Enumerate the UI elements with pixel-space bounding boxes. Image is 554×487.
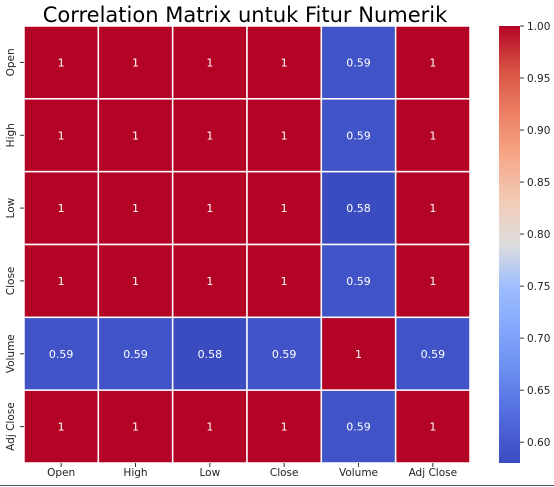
cell-value-label: 1 (132, 129, 139, 142)
y-tick-label: Adj Close (5, 402, 17, 451)
heatmap-cell (23, 243, 100, 319)
y-tick-label: High (5, 123, 17, 147)
cell-value-label: 0.59 (346, 129, 371, 142)
cell-value-label: 1 (429, 202, 436, 215)
x-axis: Open High Low Close Volume Adj Close (47, 463, 457, 479)
heatmap-cell (320, 170, 397, 246)
cell-value-label: 1 (281, 56, 288, 69)
heatmap-cell (320, 316, 397, 391)
colorbar-gradient (499, 26, 520, 463)
cell-value-label: 1 (58, 275, 65, 288)
colorbar-tick-label: 0.65 (527, 385, 550, 397)
heatmap-cell (246, 316, 323, 391)
heatmap-cell (23, 25, 100, 100)
cell-value-label: 1 (429, 56, 436, 69)
heatmap-cell (97, 25, 174, 100)
cell-value-label: 0.58 (198, 348, 223, 361)
cell-value-label: 0.59 (346, 56, 371, 69)
y-tick-label: Close (5, 267, 17, 296)
cell-value-label: 1 (206, 275, 213, 288)
heatmap-cell (246, 243, 323, 319)
cell-value-label: 0.59 (272, 348, 297, 361)
cell-value-label: 1 (206, 129, 213, 142)
cell-value-label: 0.59 (346, 275, 371, 288)
colorbar-tick-label: 0.75 (527, 281, 550, 293)
colorbar-tick-label: 1.00 (527, 21, 550, 33)
heatmap-cell (171, 243, 248, 319)
cell-value-label: 0.59 (49, 348, 74, 361)
y-tick-label: Volume (5, 334, 17, 373)
colorbar-tick-label: 0.80 (527, 229, 550, 241)
cell-value-label: 1 (429, 275, 436, 288)
cell-value-label: 1 (429, 421, 436, 434)
cell-value-label: 1 (206, 202, 213, 215)
x-tick-label: Volume (339, 467, 378, 479)
heatmap-cell (394, 243, 471, 319)
cell-value-label: 1 (132, 275, 139, 288)
chart-title: Correlation Matrix untuk Fitur Numerik (43, 3, 448, 27)
cell-value-label: 1 (429, 129, 436, 142)
colorbar-tick-label: 0.90 (527, 125, 550, 137)
x-tick-label: High (123, 467, 147, 479)
heatmap-cell (97, 243, 174, 319)
heatmap-cell (394, 98, 471, 173)
colorbar: 0.60 0.65 0.70 0.75 0.80 0.85 0.90 0.95 1.00 (499, 21, 550, 463)
cell-value-label: 1 (58, 56, 65, 69)
cell-value-label: 1 (58, 129, 65, 142)
heatmap-cell (394, 25, 471, 100)
cell-value-label: 0.59 (346, 421, 371, 434)
heatmap-cell (97, 170, 174, 246)
cell-value-label: 1 (58, 202, 65, 215)
cell-value-label: 1 (132, 421, 139, 434)
cell-value-label: 1 (132, 202, 139, 215)
cell-value-label: 1 (132, 56, 139, 69)
y-axis: Open High Low Close Volume Adj Close (5, 48, 24, 451)
cell-value-label: 1 (206, 56, 213, 69)
cell-value-label: 1 (281, 129, 288, 142)
heatmap-cell (320, 243, 397, 319)
x-tick-label: Low (199, 467, 220, 479)
colorbar-tick-label: 0.85 (527, 177, 550, 189)
colorbar-tick-label: 0.70 (527, 333, 550, 345)
cell-value-label: 0.59 (123, 348, 148, 361)
cell-value-label: 1 (206, 421, 213, 434)
cell-value-label: 1 (281, 202, 288, 215)
y-tick-label: Low (5, 197, 17, 218)
heatmap-cell (23, 389, 100, 464)
x-tick-label: Close (270, 467, 299, 479)
cell-value-label: 0.59 (421, 348, 446, 361)
heatmap-cell (394, 316, 471, 391)
heatmap-cell (394, 170, 471, 246)
heatmap-cell (246, 170, 323, 246)
x-tick-label: Adj Close (409, 467, 458, 479)
colorbar-tick-label: 0.95 (527, 73, 550, 85)
cell-value-label: 0.58 (346, 202, 371, 215)
x-tick-label: Open (47, 467, 75, 479)
heatmap-cells: 1 1 1 1 0.59 1 1 1 1 1 0.59 1 1 1 1 1 0.58 1 1 1 1 1 0.59 1 0.59… (23, 25, 471, 464)
heatmap-cell (171, 316, 248, 391)
heatmap-cell (97, 98, 174, 173)
cell-value-label: 1 (281, 275, 288, 288)
heatmap-cell (171, 25, 248, 100)
heatmap-cell (394, 389, 471, 464)
cell-value-label: 1 (58, 421, 65, 434)
colorbar-tick-label: 0.60 (527, 437, 550, 449)
cell-value-label: 1 (281, 421, 288, 434)
cell-value-label: 1 (355, 348, 362, 361)
y-tick-label: Open (5, 48, 17, 76)
heatmap-cell (246, 98, 323, 173)
